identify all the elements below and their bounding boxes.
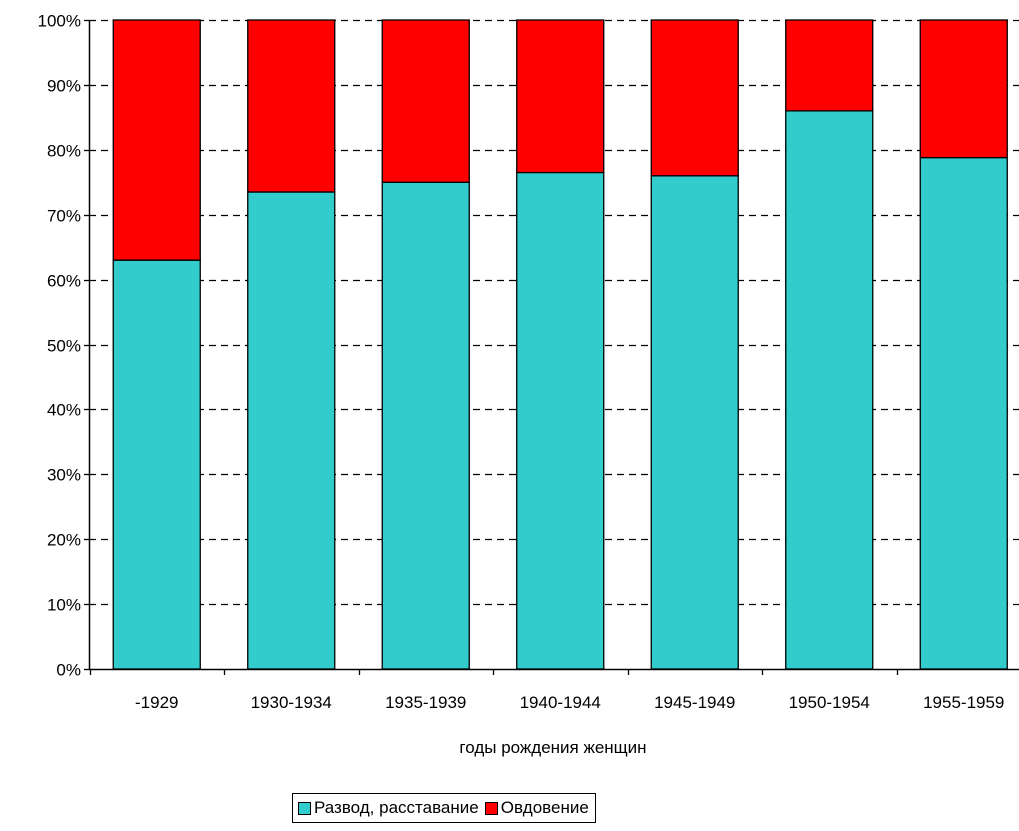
y-tick-label: 60% <box>47 272 81 291</box>
legend-label-divorce: Развод, расставание <box>314 798 479 817</box>
bar-divorce <box>381 181 470 670</box>
bar-divorce <box>785 110 874 670</box>
y-tick-label: 10% <box>47 596 81 615</box>
y-tick-label: 90% <box>47 77 81 96</box>
x-tick-label: 1955-1959 <box>923 693 1004 712</box>
bar-widowhood <box>785 19 874 112</box>
x-axis-title: годы рождения женщин <box>459 738 646 757</box>
bar-divorce <box>112 259 201 670</box>
bar-divorce <box>516 171 605 670</box>
legend-item-divorce: Развод, расставание <box>298 798 479 818</box>
bar-divorce <box>919 156 1008 670</box>
bar-widowhood <box>112 19 201 261</box>
bar-widowhood <box>247 19 336 193</box>
legend: Развод, расставание Овдовение <box>292 793 596 823</box>
legend-swatch-divorce <box>298 801 311 815</box>
legend-label-widowhood: Овдовение <box>500 798 589 817</box>
y-tick-label: 0% <box>56 661 81 680</box>
bar-widowhood <box>650 19 739 177</box>
y-tick-label: 20% <box>47 531 81 550</box>
bar-widowhood <box>919 19 1008 159</box>
y-tick-label: 70% <box>47 207 81 226</box>
x-tick-label: 1940-1944 <box>520 693 601 712</box>
x-tick-label: 1945-1949 <box>654 693 735 712</box>
x-tick-label: 1950-1954 <box>789 693 870 712</box>
legend-swatch-widowhood <box>484 801 498 815</box>
y-tick-label: 100% <box>38 12 81 31</box>
x-tick-label: -1929 <box>135 693 178 712</box>
y-tick-label: 50% <box>47 337 81 356</box>
bar-divorce <box>650 175 739 670</box>
legend-item-widowhood: Овдовение <box>484 798 589 818</box>
stacked-bar-chart: 0% 10% 20% 30% 40% 50% 60% 70% 80% 90% 100% -1929 19… <box>38 12 1019 757</box>
bar-widowhood <box>381 19 470 183</box>
y-tick-label: 80% <box>47 142 81 161</box>
bar-divorce <box>247 191 336 670</box>
x-tick-label: 1935-1939 <box>385 693 466 712</box>
y-tick-label: 40% <box>47 401 81 420</box>
bar-widowhood <box>516 19 605 174</box>
x-tick-label: 1930-1934 <box>251 693 332 712</box>
y-tick-label: 30% <box>47 466 81 485</box>
